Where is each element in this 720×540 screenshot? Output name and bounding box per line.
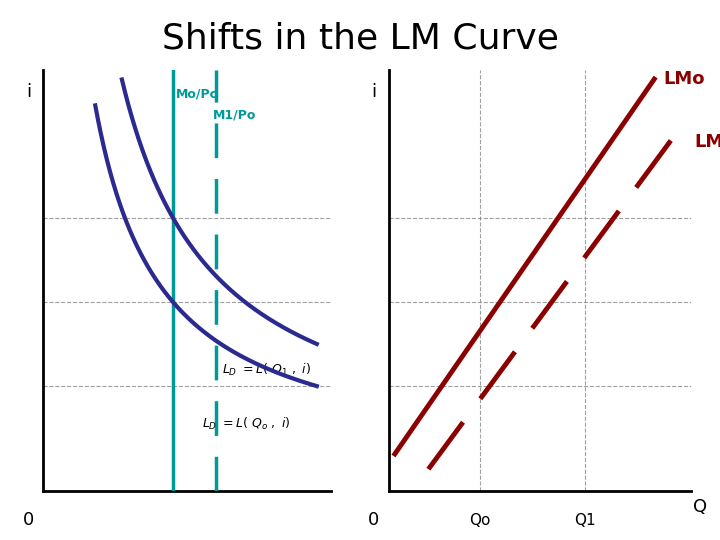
Text: Q1: Q1 bbox=[575, 513, 596, 528]
Text: Mo/Po: Mo/Po bbox=[176, 87, 219, 100]
Text: LMo: LMo bbox=[663, 70, 705, 88]
Text: i: i bbox=[26, 83, 32, 101]
Text: Qo: Qo bbox=[469, 513, 490, 528]
Text: $L_D\ =L(\ Q_1\ ,\ i)$: $L_D\ =L(\ Q_1\ ,\ i)$ bbox=[222, 361, 311, 377]
Text: i: i bbox=[371, 83, 377, 101]
Text: 0: 0 bbox=[368, 511, 379, 529]
Text: M1/Po: M1/Po bbox=[213, 108, 256, 121]
Text: LM1: LM1 bbox=[694, 133, 720, 151]
Text: 0: 0 bbox=[23, 511, 35, 529]
Text: Q: Q bbox=[693, 498, 707, 516]
Text: Shifts in the LM Curve: Shifts in the LM Curve bbox=[161, 22, 559, 56]
Text: $L_D\ =L(\ Q_o\ ,\ i)$: $L_D\ =L(\ Q_o\ ,\ i)$ bbox=[202, 416, 290, 433]
